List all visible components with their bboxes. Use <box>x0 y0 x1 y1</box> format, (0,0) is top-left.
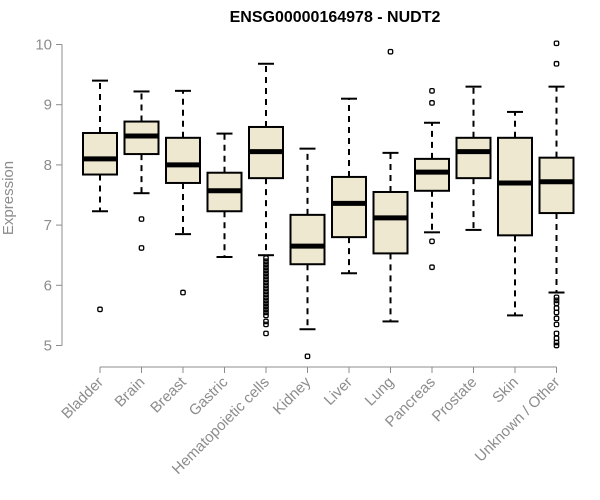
outlier-point <box>263 300 269 307</box>
iqr-box <box>497 136 533 237</box>
outlier-point <box>263 306 269 313</box>
x-tick-label: Prostate <box>429 374 481 426</box>
outlier-point <box>304 353 311 360</box>
y-tick-label: 6 <box>44 277 52 294</box>
box-group <box>372 48 409 323</box>
box-group <box>497 110 533 317</box>
outlier-point <box>553 40 560 47</box>
outlier-point <box>263 267 269 274</box>
outlier-point <box>263 261 269 268</box>
outlier-point <box>263 321 269 328</box>
outlier-point <box>553 330 560 337</box>
box-group <box>289 147 326 360</box>
iqr-box <box>538 156 575 215</box>
outlier-point <box>263 288 269 295</box>
outlier-point <box>263 291 269 298</box>
box-group <box>538 40 575 349</box>
outlier-point <box>553 321 560 328</box>
iqr-box <box>289 213 326 266</box>
outlier-point <box>263 330 269 337</box>
outlier-point <box>263 282 269 289</box>
outlier-point <box>263 309 269 316</box>
box-group <box>248 62 284 337</box>
outlier-point <box>429 264 435 271</box>
outlier-point <box>429 238 435 245</box>
y-axis: 5 6 7 8 9 10 <box>35 37 63 355</box>
y-axis-label: Expression <box>0 161 17 235</box>
iqr-box <box>455 136 492 180</box>
box-group <box>165 89 201 296</box>
x-tick-label: Skin <box>489 374 522 407</box>
box-group <box>206 132 243 259</box>
outlier-point <box>553 309 560 316</box>
x-tick-label: Lung <box>362 374 398 410</box>
outlier-point <box>429 100 435 106</box>
x-tick-label: Kidney <box>270 373 315 418</box>
outlier-point <box>180 289 186 296</box>
outlier-point <box>263 270 269 277</box>
iqr-box <box>82 131 118 176</box>
x-tick-label: Brain <box>112 374 149 411</box>
outlier-point <box>97 306 103 313</box>
outlier-point <box>553 315 560 322</box>
outlier-point <box>263 312 269 319</box>
outlier-point <box>387 48 394 55</box>
iqr-box <box>165 136 201 184</box>
outlier-point <box>138 245 145 251</box>
outlier-point <box>263 318 269 325</box>
box-group <box>82 79 118 313</box>
outlier-point <box>553 342 560 349</box>
plot-area <box>82 40 575 360</box>
iqr-box <box>331 175 367 239</box>
y-tick-label: 8 <box>44 157 52 174</box>
outlier-point <box>429 88 435 94</box>
y-tick-label: 10 <box>35 37 52 54</box>
outlier-point <box>263 285 269 292</box>
outlier-point <box>263 258 269 265</box>
chart-title: ENSG00000164978 - NUDT2 <box>230 9 441 26</box>
y-tick-label: 7 <box>44 217 52 234</box>
outlier-point <box>263 255 269 262</box>
outlier-point <box>553 339 560 346</box>
outlier-point <box>553 294 560 301</box>
box-group <box>331 97 367 275</box>
outlier-point <box>263 279 269 286</box>
outlier-point <box>553 297 560 304</box>
x-tick-label: Bladder <box>58 374 107 423</box>
y-tick-label: 5 <box>44 338 52 355</box>
box-group <box>455 85 492 231</box>
outlier-point <box>263 297 269 304</box>
iqr-box <box>414 157 450 192</box>
box-group <box>414 88 450 271</box>
outlier-point <box>138 216 145 222</box>
outlier-point <box>263 276 269 283</box>
outlier-point <box>263 303 269 310</box>
outlier-point <box>263 273 269 280</box>
outlier-point <box>553 300 560 307</box>
box-group <box>123 90 160 251</box>
outlier-point <box>263 264 269 271</box>
outlier-point <box>263 294 269 301</box>
x-tick-label: Breast <box>147 373 190 416</box>
y-tick-label: 9 <box>44 97 52 114</box>
outlier-point <box>553 60 560 67</box>
iqr-box <box>372 190 409 255</box>
x-tick-label: Liver <box>321 374 356 409</box>
